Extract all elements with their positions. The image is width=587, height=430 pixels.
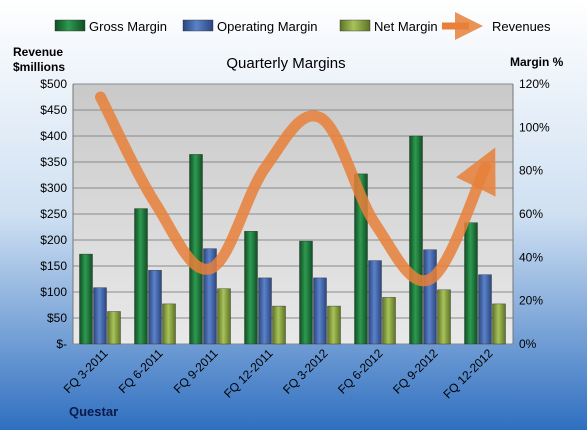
left-tick-label: $- xyxy=(56,337,67,351)
legend-label: Net Margin xyxy=(374,19,438,34)
left-tick-label: $100 xyxy=(40,285,67,299)
right-tick-label: 20% xyxy=(519,294,543,308)
bar-gross-margin xyxy=(244,231,258,345)
legend-swatch-operating-margin xyxy=(182,19,214,32)
bar-net-margin xyxy=(217,288,231,345)
revenues-line xyxy=(95,91,496,287)
bar-operating-margin xyxy=(368,260,382,345)
bar-net-margin xyxy=(492,303,506,345)
source-label: Questar xyxy=(69,404,118,419)
right-tick-label: 60% xyxy=(519,207,543,221)
bar-operating-margin xyxy=(423,249,437,345)
left-tick-label: $350 xyxy=(40,155,67,169)
legend-swatch-gross-margin xyxy=(54,19,86,32)
bar-net-margin xyxy=(272,305,286,345)
bar-operating-margin xyxy=(148,270,162,345)
left-axis-title-line1: Revenue xyxy=(13,45,63,59)
left-tick-label: $250 xyxy=(40,207,67,221)
right-tick-label: 120% xyxy=(519,77,550,91)
left-tick-label: $50 xyxy=(47,311,67,325)
right-tick-label: 80% xyxy=(519,164,543,178)
bar-operating-margin xyxy=(93,287,107,345)
left-axis-ticks: $- $50 $100 $150 $200 $250 $300 $350 $400 $450 $50… xyxy=(40,77,67,351)
bar-operating-margin xyxy=(258,277,272,345)
chart-title: Quarterly Margins xyxy=(226,55,345,72)
bar-net-margin xyxy=(327,305,341,345)
left-tick-label: $500 xyxy=(40,77,67,91)
bar-net-margin xyxy=(382,297,396,345)
bar-gross-margin xyxy=(134,208,148,345)
bar-gross-margin xyxy=(354,173,368,345)
left-tick-label: $400 xyxy=(40,129,67,143)
bar-gross-margin xyxy=(409,135,423,345)
left-axis-title-line2: $millions xyxy=(13,60,65,74)
bar-gross-margin xyxy=(464,222,478,345)
left-tick-label: $200 xyxy=(40,233,67,247)
legend-label: Revenues xyxy=(492,19,551,34)
left-tick-label: $450 xyxy=(40,103,67,117)
revenue-line-series xyxy=(95,91,496,287)
left-tick-label: $150 xyxy=(40,259,67,273)
bar-net-margin xyxy=(107,311,121,345)
bar-gross-margin xyxy=(189,154,203,345)
bar-gross-margin xyxy=(79,253,93,345)
bar-net-margin xyxy=(437,289,451,345)
legend-swatch-net-margin xyxy=(339,19,371,32)
right-tick-label: 40% xyxy=(519,250,543,264)
bar-operating-margin xyxy=(313,277,327,345)
bar-net-margin xyxy=(162,303,176,345)
right-tick-label: 0% xyxy=(519,337,537,351)
legend-label: Operating Margin xyxy=(217,19,317,34)
right-axis-ticks: 0% 20% 40% 60% 80% 100% 120% xyxy=(519,77,550,351)
left-tick-label: $300 xyxy=(40,181,67,195)
bar-gross-margin xyxy=(299,240,313,345)
legend-label: Gross Margin xyxy=(89,19,167,34)
legend: Gross Margin Operating Margin Net Margin Re… xyxy=(54,12,551,40)
bar-operating-margin xyxy=(478,274,492,345)
bar-series xyxy=(79,135,506,345)
right-tick-label: 100% xyxy=(519,120,550,134)
right-axis-title: Margin % xyxy=(510,55,564,69)
